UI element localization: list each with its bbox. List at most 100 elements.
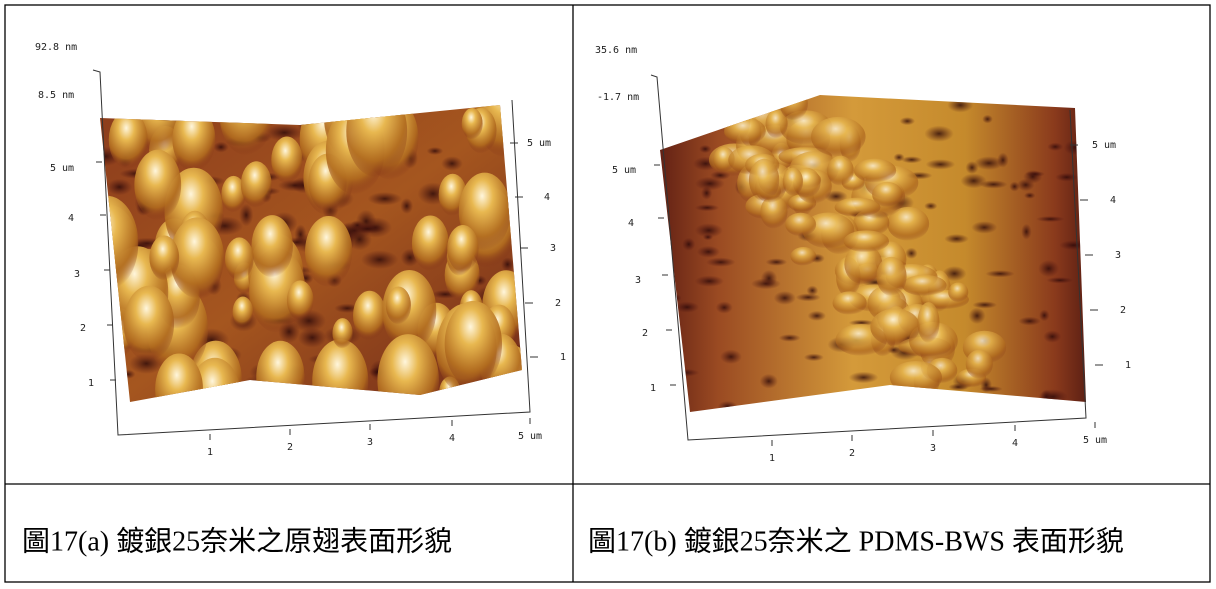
right-axis-label: 1 bbox=[560, 352, 566, 363]
surface-pit bbox=[100, 252, 108, 261]
bottom-axis-label: 1 bbox=[207, 447, 213, 458]
right-axis-label: 3 bbox=[1115, 250, 1121, 261]
surface-pit bbox=[807, 310, 827, 321]
surface-pit bbox=[434, 399, 468, 402]
bottom-axis-label: 5 um bbox=[518, 431, 542, 442]
right-axis-label: 4 bbox=[544, 192, 550, 203]
surface-peak bbox=[232, 296, 254, 328]
surface-pit bbox=[149, 105, 185, 123]
surface-pit bbox=[1032, 96, 1054, 105]
surface-pit bbox=[700, 186, 713, 200]
surface-peak bbox=[887, 206, 930, 241]
surface-peak bbox=[731, 57, 773, 90]
surface-peak bbox=[790, 247, 817, 266]
left-axis-label: 4 bbox=[68, 213, 74, 224]
bottom-axis-label: 4 bbox=[1012, 438, 1018, 449]
surface-pit bbox=[400, 198, 414, 214]
surface-pit bbox=[298, 327, 327, 348]
surface-pit bbox=[974, 156, 1004, 171]
surface-pit bbox=[691, 115, 718, 125]
surface-pit bbox=[924, 125, 954, 142]
bottom-axis-label: 4 bbox=[449, 433, 455, 444]
left-axis-label: 3 bbox=[74, 269, 80, 280]
surface-peak bbox=[134, 149, 182, 221]
left-axis-label: 3 bbox=[635, 275, 641, 286]
surface-pit bbox=[360, 250, 399, 270]
axis-frame bbox=[650, 74, 1087, 441]
surface-pit bbox=[773, 290, 796, 305]
surface-peak bbox=[461, 107, 483, 140]
bottom-axis-label: 5 um bbox=[1083, 435, 1107, 446]
surface-pit bbox=[501, 257, 515, 272]
surface-pit bbox=[715, 301, 733, 314]
surface-peak bbox=[844, 244, 883, 285]
surface-peak bbox=[172, 107, 216, 172]
surface-peak bbox=[870, 308, 920, 346]
z-max-label: 92.8 nm bbox=[35, 42, 77, 53]
surface-pit bbox=[465, 382, 488, 402]
surface-peak bbox=[759, 43, 808, 74]
bottom-axis-label: 2 bbox=[287, 442, 293, 453]
surface-peak bbox=[760, 195, 788, 229]
surface-pit bbox=[660, 104, 691, 118]
afm-surface bbox=[660, 43, 1086, 412]
surface-peak bbox=[251, 215, 293, 278]
surface-peak bbox=[782, 167, 804, 196]
surface-pit bbox=[778, 334, 801, 342]
surface-peak bbox=[155, 353, 204, 402]
surface-pit bbox=[982, 114, 993, 124]
surface-peak bbox=[785, 212, 817, 237]
left-axis-label: 1 bbox=[88, 378, 94, 389]
surface-pit bbox=[1038, 259, 1060, 278]
surface-pit bbox=[696, 245, 721, 258]
surface-peak bbox=[748, 158, 780, 202]
left-axis-label: 5 um bbox=[612, 165, 636, 176]
surface-pit bbox=[694, 204, 720, 212]
surface-pit bbox=[502, 372, 521, 384]
right-axis-label: 5 um bbox=[1092, 140, 1116, 151]
surface-pit bbox=[1043, 330, 1062, 343]
surface-peak bbox=[225, 237, 254, 281]
right-axis-label: 5 um bbox=[527, 138, 551, 149]
axis-frame bbox=[92, 69, 531, 436]
surface-pit bbox=[1016, 178, 1035, 192]
surface-peak bbox=[713, 146, 735, 172]
surface-pit bbox=[1038, 389, 1068, 405]
surface-pit bbox=[1021, 223, 1032, 240]
surface-pit bbox=[213, 141, 229, 153]
surface-peak bbox=[256, 340, 305, 402]
surface-peak bbox=[917, 302, 940, 343]
surface-pit bbox=[759, 373, 778, 389]
surface-peak bbox=[123, 285, 175, 362]
surface-pit bbox=[968, 307, 986, 325]
surface-pit bbox=[806, 285, 819, 296]
surface-pit bbox=[273, 392, 311, 402]
surface-pit bbox=[722, 112, 751, 120]
left-axis-label: 5 um bbox=[50, 163, 74, 174]
surface-pit bbox=[156, 399, 181, 402]
surface-peak bbox=[827, 155, 854, 186]
surface-pit bbox=[905, 247, 918, 259]
caption: 圖17(b) 鍍銀25奈米之 PDMS-BWS 表面形貌 bbox=[588, 525, 1124, 557]
left-axis-label: 2 bbox=[642, 328, 648, 339]
right-axis-label: 3 bbox=[550, 243, 556, 254]
surface-pit bbox=[944, 233, 969, 244]
surface-pit bbox=[760, 269, 778, 287]
surface-pit bbox=[1046, 277, 1074, 284]
bottom-axis-label: 3 bbox=[367, 437, 373, 448]
surface-peak bbox=[312, 339, 369, 402]
surface-peak bbox=[779, 95, 808, 121]
surface-peak bbox=[346, 105, 408, 178]
surface-pit bbox=[706, 257, 736, 267]
surface-pit bbox=[1035, 216, 1065, 223]
bottom-axis-label: 2 bbox=[849, 448, 855, 459]
surface-pit bbox=[660, 357, 683, 373]
surface-pit bbox=[848, 319, 875, 326]
surface-peak bbox=[948, 282, 969, 303]
surface-pit bbox=[717, 400, 738, 412]
surface-peak bbox=[765, 109, 788, 139]
surface-peak bbox=[779, 50, 808, 86]
surface-peak bbox=[811, 116, 866, 157]
surface-pit bbox=[962, 395, 977, 410]
